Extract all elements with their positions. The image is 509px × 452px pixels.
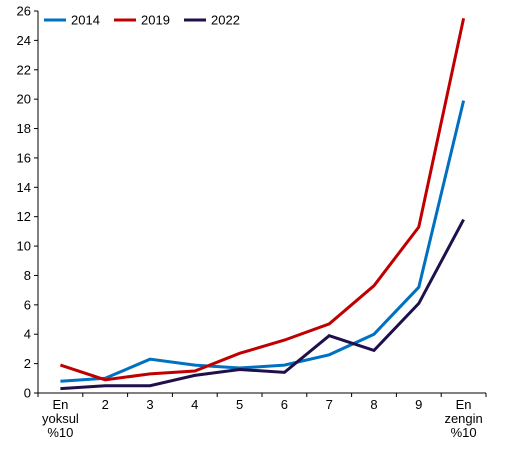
- y-tick-label: 26: [17, 4, 31, 19]
- legend-label-2019: 2019: [141, 13, 170, 28]
- series-line-2019: [59, 17, 466, 382]
- x-tick-label: En zengin %10: [444, 397, 482, 440]
- x-tick-label: 5: [236, 397, 243, 412]
- x-tick-label: 3: [146, 397, 153, 412]
- series-line-2014: [60, 100, 466, 383]
- y-tick-label: 10: [17, 239, 31, 254]
- series-line-2022: [60, 218, 465, 391]
- legend-label-2022: 2022: [211, 13, 240, 28]
- y-tick-label: 22: [17, 62, 31, 77]
- y-tick-label: 6: [24, 297, 31, 312]
- y-tick-label: 24: [17, 33, 31, 48]
- y-tick-label: 4: [24, 327, 31, 342]
- x-tick-label: 6: [281, 397, 288, 412]
- x-tick-label: 9: [415, 397, 422, 412]
- y-tick-label: 14: [17, 180, 31, 195]
- y-tick-label: 20: [17, 92, 31, 107]
- legend-label-2014: 2014: [71, 13, 100, 28]
- legend: 2014 2019 2022: [44, 13, 240, 28]
- y-tick-label: 0: [24, 386, 31, 401]
- y-tick-label: 8: [24, 268, 31, 283]
- x-tick-label: 4: [191, 397, 198, 412]
- series-lines: [59, 17, 466, 391]
- y-tick-label: 2: [24, 356, 31, 371]
- x-tick-label: En yoksul %10: [42, 397, 79, 440]
- y-tick-label: 12: [17, 209, 31, 224]
- y-tick-label: 18: [17, 121, 31, 136]
- x-tick-label: 8: [370, 397, 377, 412]
- x-tick-label: 2: [102, 397, 109, 412]
- x-axis: En yoksul %10 2 3 4 5 6 7 8 9 En zengin %10: [37, 392, 487, 440]
- x-tick-label: 7: [326, 397, 333, 412]
- y-tick-label: 16: [17, 150, 31, 165]
